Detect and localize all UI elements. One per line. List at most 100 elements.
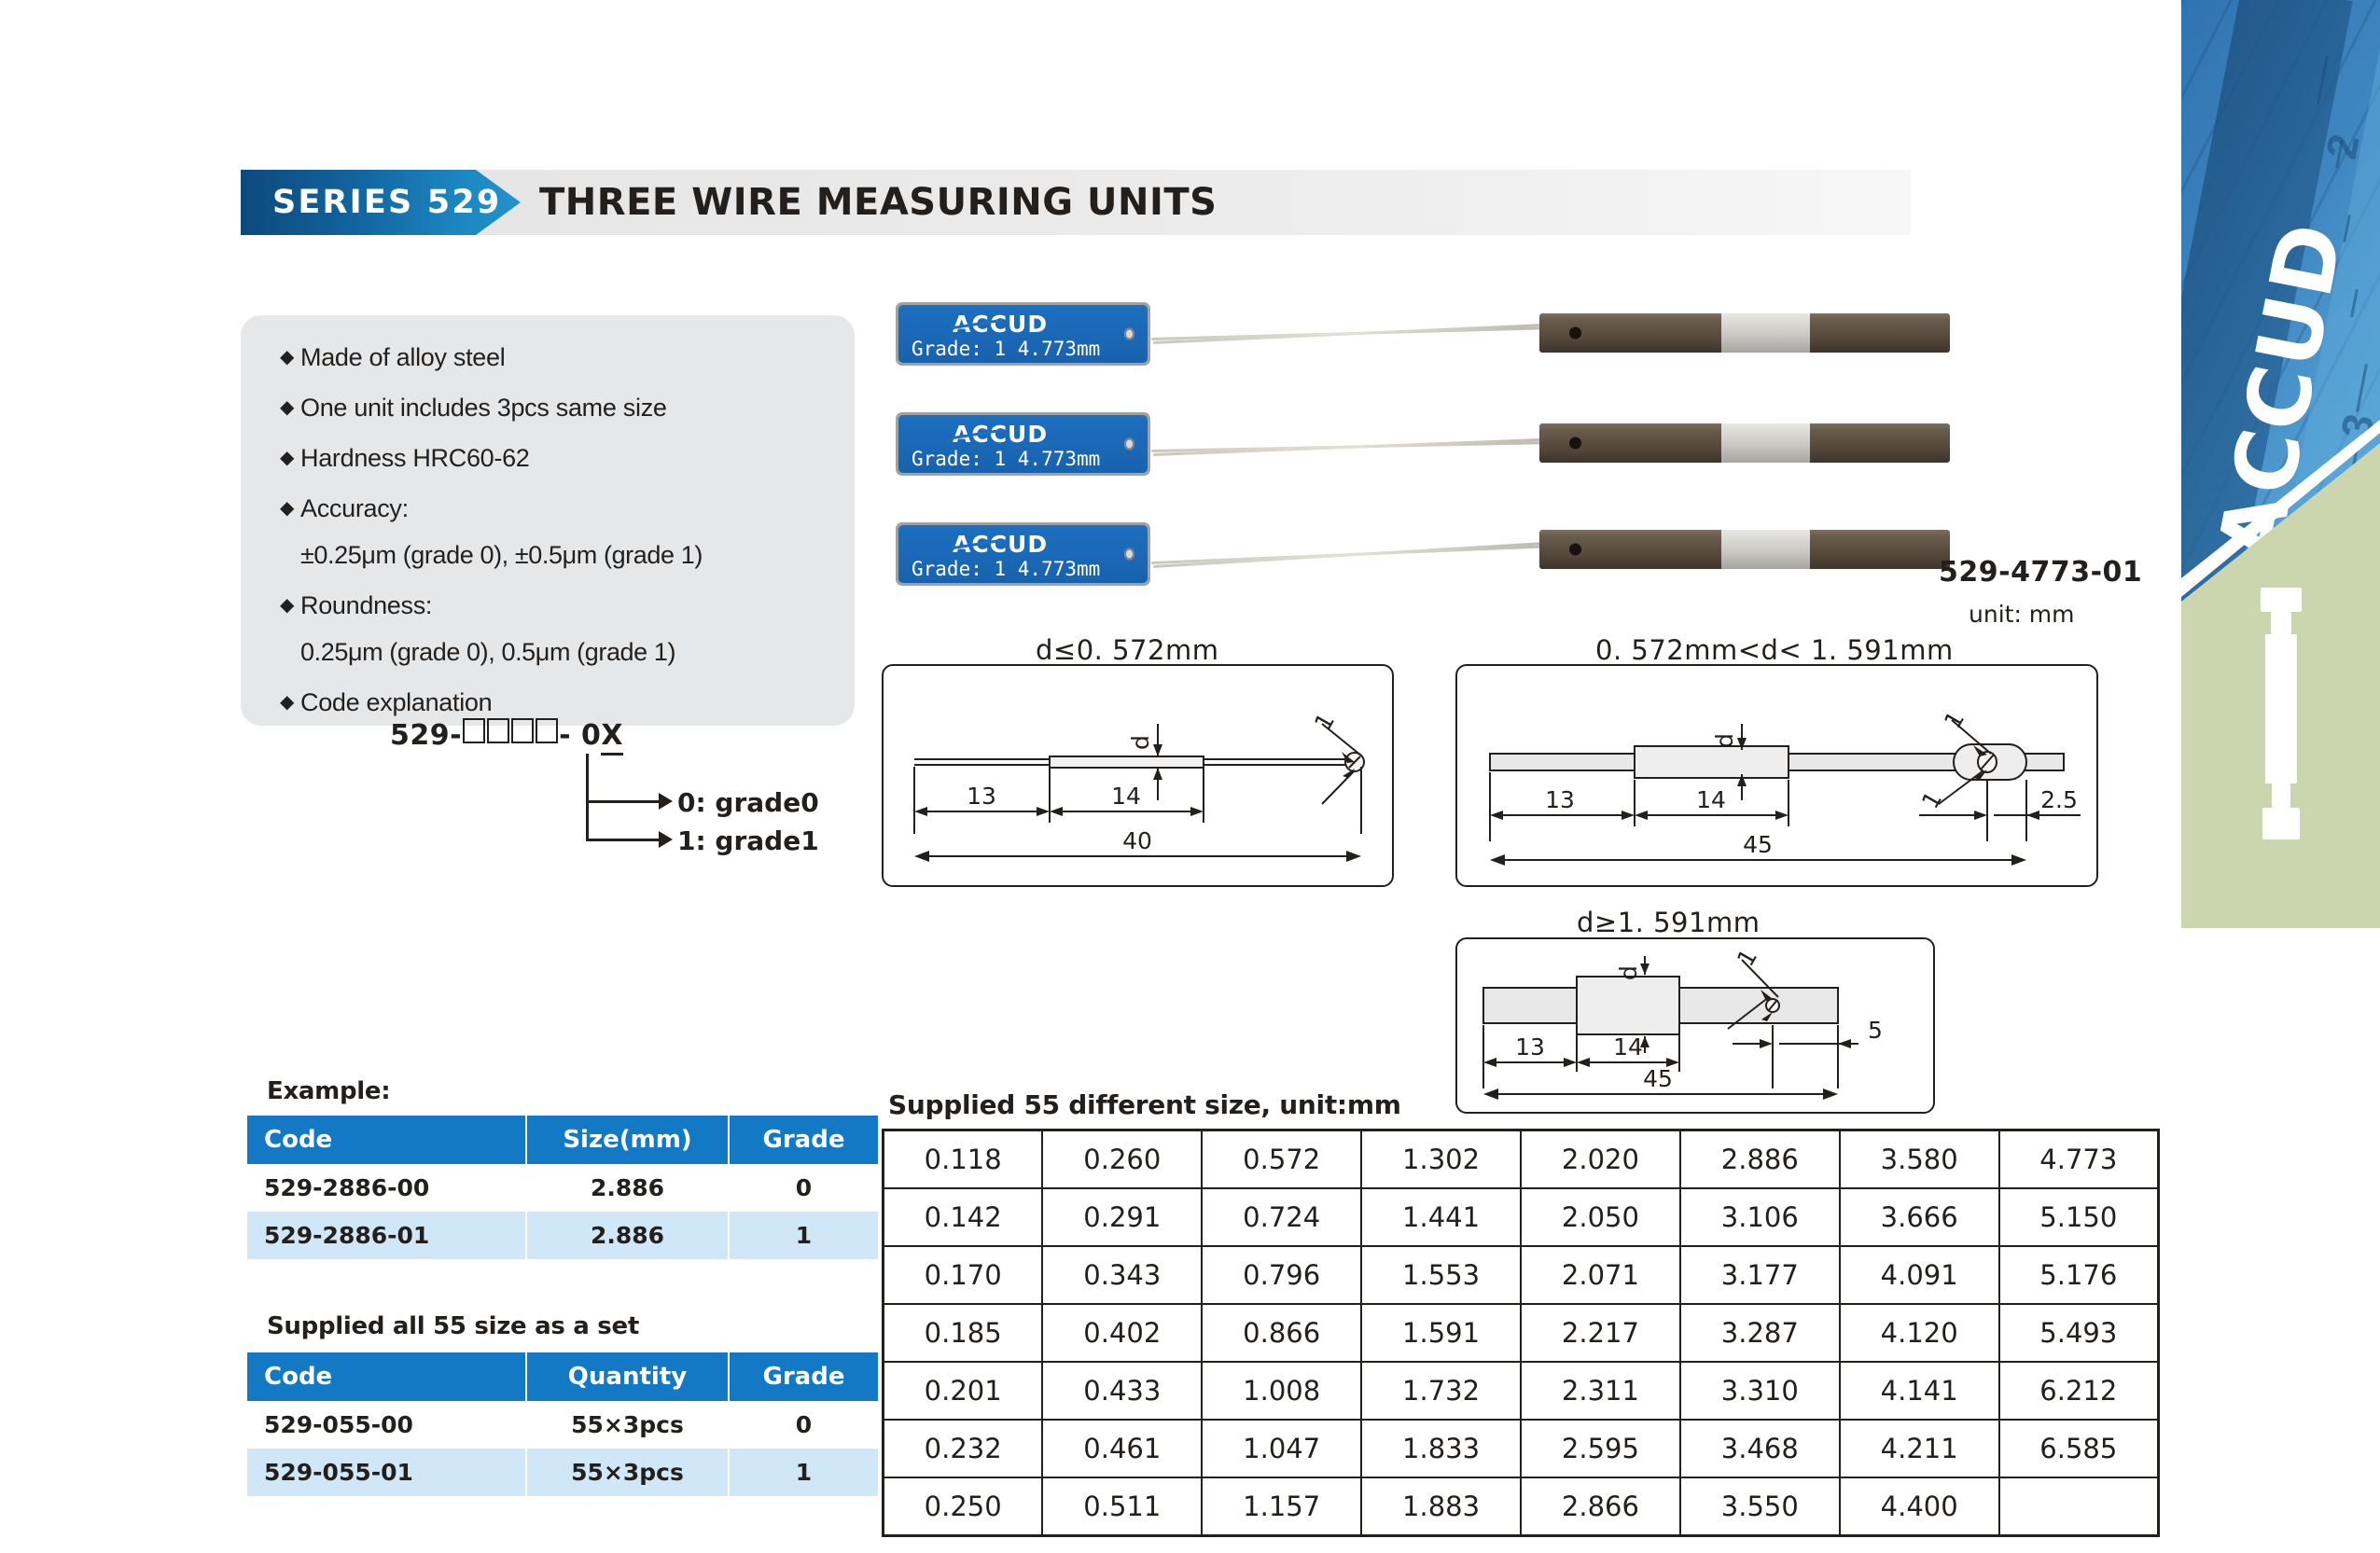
size-table: 0.118 0.260 0.572 1.302 2.020 2.886 3.58…: [882, 1129, 2160, 1537]
grade0-option-label: 0: grade0: [677, 787, 819, 818]
cell-code: 529-2886-01: [247, 1212, 527, 1259]
size-cell: 0.402: [1041, 1303, 1204, 1363]
size-cell: 2.071: [1520, 1245, 1681, 1305]
size-cell: 1.591: [1360, 1303, 1522, 1363]
table-row: 0.201 0.433 1.008 1.732 2.311 3.310 4.14…: [882, 1361, 2160, 1421]
unit-note-label: unit: mm: [1969, 601, 2075, 628]
feature-item: ◆ Code explanation: [280, 686, 836, 718]
set-table: Code Quantity Grade 529-055-00 55×3pcs 0…: [247, 1352, 878, 1496]
size-cell: 3.580: [1838, 1129, 2000, 1189]
drawing-2-caption: 0. 572mm<d< 1. 591mm: [1595, 634, 1954, 666]
code-box: [487, 718, 510, 743]
size-cell: 3.287: [1678, 1303, 1841, 1363]
size-cell: 5.150: [1997, 1187, 2160, 1247]
cell-code: 529-2886-00: [247, 1164, 527, 1212]
cell-quantity: 55×3pcs: [526, 1401, 730, 1449]
table-row: 0.232 0.461 1.047 1.833 2.595 3.468 4.21…: [882, 1419, 2160, 1478]
pin-polished-band: [1721, 423, 1810, 463]
product-code-label: 529-4773-01: [1939, 556, 2143, 589]
cell-grade: 1: [729, 1449, 878, 1496]
code-pattern: 529- - 0X: [390, 718, 623, 756]
feature-label: Code explanation: [300, 688, 493, 716]
code-box: [463, 718, 486, 743]
roundness-value: 0.25μm (grade 0), 0.5μm (grade 1): [300, 638, 676, 666]
size-cell: 2.595: [1520, 1419, 1681, 1478]
example-table: Code Size(mm) Grade 529-2886-00 2.886 0 …: [247, 1116, 878, 1259]
size-cell: 0.433: [1041, 1361, 1204, 1421]
dim-end: 2.5: [2040, 786, 2078, 813]
diamond-bullet-icon: ◆: [280, 498, 295, 519]
grade1-option-label: 1: grade1: [677, 825, 819, 856]
size-cell: 3.468: [1678, 1419, 1841, 1478]
code-prefix: 529-: [390, 719, 463, 752]
series-label: SERIES 529: [272, 184, 502, 221]
drawing-3-caption: d≥1. 591mm: [1577, 907, 1761, 938]
tag-face: ACCUD Grade: 1 4.773mm: [898, 305, 1148, 363]
size-cell: 6.212: [1997, 1361, 2160, 1421]
size-table-heading: Supplied 55 different size, unit:mm: [888, 1089, 1401, 1120]
size-cell: 0.118: [882, 1129, 1044, 1189]
plug-gauge-icon: [2260, 588, 2303, 839]
product-photo-row: ACCUD Grade: 1 4.773mm: [896, 297, 1950, 369]
size-cell: 4.091: [1838, 1245, 2000, 1305]
leader-line-vertical: [586, 754, 589, 841]
feature-label: Roundness:: [300, 591, 433, 619]
dim-chamfer: 1: [1309, 709, 1340, 735]
dim-seg2: 14: [1613, 1033, 1643, 1061]
dim-seg1: 13: [1545, 786, 1575, 813]
size-cell: 1.732: [1360, 1361, 1522, 1421]
measuring-pin: [1539, 530, 1950, 569]
size-cell-empty: [1997, 1477, 2160, 1537]
drawing-3-box: 13 14 45 d 1 5: [1455, 937, 1935, 1114]
tag-hole-icon: [1124, 327, 1134, 340]
table-row: 529-2886-00 2.886 0: [247, 1164, 878, 1212]
feature-label: Made of alloy steel: [300, 343, 506, 371]
size-cell: 0.796: [1201, 1245, 1363, 1305]
pin-hole-icon: [1569, 437, 1581, 450]
size-cell: 2.020: [1520, 1129, 1681, 1189]
column-header-size: Size(mm): [526, 1116, 730, 1164]
dim-seg1: 13: [967, 783, 996, 810]
size-cell: 4.400: [1838, 1477, 2000, 1537]
table-row: 529-055-00 55×3pcs 0: [247, 1401, 878, 1449]
feature-label: One unit includes 3pcs same size: [300, 394, 667, 422]
tag-grade-label: Grade: 1 4.773mm: [912, 448, 1101, 470]
column-header-grade: Grade: [729, 1116, 878, 1164]
dim-seg2: 14: [1696, 786, 1726, 813]
table-row: 0.118 0.260 0.572 1.302 2.020 2.886 3.58…: [882, 1129, 2160, 1189]
measuring-pin: [1539, 423, 1950, 463]
feature-item: ◆ Roundness:: [280, 589, 836, 621]
size-cell: 6.585: [1997, 1419, 2160, 1478]
size-cell: 2.050: [1520, 1187, 1681, 1247]
size-cell: 0.185: [882, 1303, 1044, 1363]
feature-label: Hardness HRC60-62: [300, 444, 530, 472]
size-cell: 0.260: [1041, 1129, 1204, 1189]
features-panel: ◆ Made of alloy steel ◆ One unit include…: [241, 315, 855, 726]
accuracy-value: ±0.25μm (grade 0), ±0.5μm (grade 1): [300, 541, 703, 569]
dim-diameter: d: [1711, 733, 1738, 748]
size-cell: 3.106: [1678, 1187, 1841, 1247]
tag-face: ACCUD Grade: 1 4.773mm: [898, 525, 1148, 583]
dim-chamfer: 1: [1732, 945, 1762, 971]
arrow-head-grade0: [659, 793, 673, 810]
table-header-row: Code Size(mm) Grade: [247, 1116, 878, 1164]
dim-seg1: 13: [1515, 1033, 1545, 1061]
column-header-code: Code: [247, 1352, 527, 1401]
size-cell: 2.311: [1520, 1361, 1681, 1421]
diamond-bullet-icon: ◆: [280, 595, 295, 616]
size-cell: 0.511: [1041, 1477, 1204, 1537]
leader-line-grade0: [586, 800, 659, 803]
tag-wire: [1152, 324, 1543, 344]
tag-grade-label: Grade: 1 4.773mm: [912, 558, 1101, 580]
feature-label: Accuracy:: [300, 494, 409, 522]
tag-brand-label: ACCUD: [953, 531, 1049, 558]
size-cell: 3.666: [1838, 1187, 2000, 1247]
product-tag: ACCUD Grade: 1 4.773mm: [896, 522, 1150, 586]
size-cell: 1.441: [1360, 1187, 1522, 1247]
tag-wire: [1152, 437, 1543, 456]
code-suffix-variable: X: [601, 719, 623, 756]
page-header: SERIES 529 THREE WIRE MEASURING UNITS: [241, 170, 1911, 235]
drawing-1-svg: 13 14 40 d 1: [913, 709, 1365, 862]
size-cell: 0.170: [882, 1245, 1044, 1305]
diamond-bullet-icon: ◆: [280, 347, 295, 367]
